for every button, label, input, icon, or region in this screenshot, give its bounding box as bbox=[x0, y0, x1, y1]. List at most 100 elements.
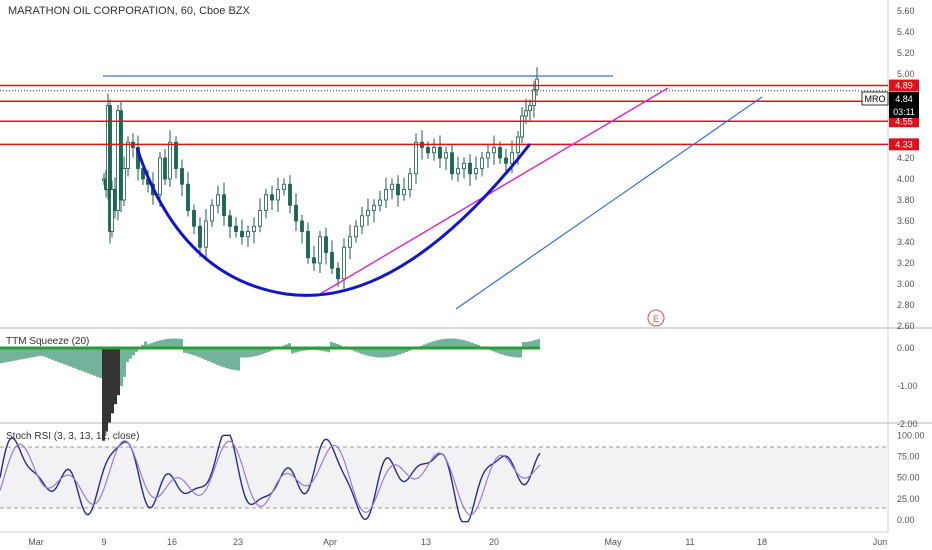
time-label: 23 bbox=[233, 537, 243, 547]
squeeze-bar bbox=[186, 348, 189, 354]
time-label: Apr bbox=[323, 537, 337, 547]
candle-body bbox=[486, 152, 490, 159]
last-price-value: 4.84 bbox=[895, 94, 913, 104]
candle-body bbox=[396, 183, 400, 196]
squeeze-bar bbox=[204, 348, 207, 360]
candle-body bbox=[450, 152, 454, 175]
squeeze-bar bbox=[459, 339, 462, 348]
candle-body bbox=[168, 141, 172, 180]
bar-countdown: 03:11 bbox=[893, 107, 915, 117]
squeeze-bar bbox=[84, 348, 87, 373]
squeeze-bar bbox=[168, 338, 171, 348]
candle-body bbox=[330, 252, 334, 269]
squeeze-bar bbox=[258, 348, 261, 356]
squeeze-bar bbox=[210, 348, 213, 363]
candle-body bbox=[384, 189, 388, 201]
squeeze-bar bbox=[513, 348, 516, 358]
candle-body bbox=[402, 189, 406, 196]
squeeze-bar bbox=[195, 348, 198, 357]
squeeze-bar bbox=[528, 341, 531, 348]
squeeze-bar bbox=[60, 348, 63, 364]
squeeze-bar bbox=[285, 344, 288, 348]
blue-trendline[interactable] bbox=[455, 96, 763, 310]
squeeze-bar bbox=[468, 341, 471, 348]
price-tick-label: 4.20 bbox=[897, 153, 915, 163]
price-tick-label: 5.00 bbox=[897, 69, 915, 79]
price-tick-label: 5.60 bbox=[897, 6, 915, 16]
squeeze-bar bbox=[363, 348, 366, 355]
squeeze-bar bbox=[438, 339, 441, 348]
squeeze-bar bbox=[216, 348, 219, 365]
squeeze-bar bbox=[120, 348, 123, 386]
candle-body bbox=[276, 189, 280, 201]
squeeze-bar bbox=[30, 348, 33, 358]
squeeze-bar bbox=[495, 348, 498, 353]
candle-body bbox=[426, 147, 430, 154]
candle-body bbox=[186, 183, 190, 211]
candle-body bbox=[216, 194, 220, 206]
price-tick-label: 3.80 bbox=[897, 195, 915, 205]
price-tick-label: 3.40 bbox=[897, 237, 915, 247]
squeeze-bar bbox=[135, 348, 138, 352]
squeeze-bar bbox=[54, 348, 57, 361]
level-label: 4.33 bbox=[895, 139, 913, 149]
stoch-rsi-d-line bbox=[0, 440, 541, 516]
squeeze-bar bbox=[357, 348, 360, 353]
candle-body bbox=[444, 152, 448, 159]
candle-body bbox=[498, 147, 502, 159]
squeeze-bar bbox=[453, 338, 456, 348]
squeeze-bar bbox=[330, 341, 333, 348]
squeeze-bar bbox=[219, 348, 222, 367]
squeeze-bar bbox=[24, 348, 27, 359]
squeeze-bar bbox=[522, 342, 525, 348]
squeeze-bar bbox=[291, 348, 294, 354]
squeeze-bar bbox=[426, 343, 429, 348]
level-tag bbox=[889, 79, 919, 92]
rsi-tick-label: 75.00 bbox=[897, 451, 920, 461]
pink-trendline[interactable] bbox=[319, 87, 669, 295]
squeeze-bar bbox=[402, 348, 405, 354]
squeeze-bar bbox=[222, 348, 225, 368]
price-tick-label: 5.40 bbox=[897, 27, 915, 37]
squeeze-bar bbox=[201, 348, 204, 359]
candle-body bbox=[360, 215, 364, 227]
time-label: 11 bbox=[685, 537, 694, 547]
squeeze-bar bbox=[255, 348, 258, 356]
squeeze-bar bbox=[87, 348, 90, 374]
candle-body bbox=[336, 267, 340, 280]
candle-body bbox=[122, 168, 126, 201]
squeeze-bar bbox=[531, 340, 534, 348]
squeeze-bar bbox=[180, 339, 183, 348]
squeeze-bar bbox=[213, 348, 216, 364]
level-label: 4.55 bbox=[895, 116, 913, 126]
squeeze-bar bbox=[252, 348, 255, 357]
price-levels bbox=[0, 84, 888, 146]
cup-curve[interactable] bbox=[135, 143, 532, 297]
squeeze-bar bbox=[165, 339, 168, 348]
squeeze-bar bbox=[90, 348, 93, 375]
candle-body bbox=[282, 183, 286, 190]
squeeze-bar bbox=[207, 348, 210, 362]
squeeze-bar bbox=[72, 348, 75, 368]
earnings-icon[interactable] bbox=[647, 309, 665, 327]
candle-body bbox=[110, 189, 114, 232]
candle-body bbox=[252, 225, 256, 232]
squeeze-bar bbox=[141, 344, 144, 348]
squeeze-bar bbox=[63, 348, 66, 365]
squeeze-bar bbox=[36, 348, 39, 357]
rsi-tick-label: 50.00 bbox=[897, 473, 920, 483]
squeeze-bar bbox=[162, 339, 165, 348]
squeeze-bar bbox=[498, 348, 501, 354]
squeeze-bar bbox=[39, 348, 42, 356]
squeeze-bar bbox=[471, 342, 474, 348]
candle-body bbox=[240, 231, 244, 238]
squeeze-bar bbox=[153, 342, 156, 348]
squeeze-bar bbox=[465, 340, 468, 348]
squeeze-bar bbox=[123, 348, 126, 377]
squeeze-tick-label: 0.00 bbox=[897, 343, 915, 353]
squeeze-bar bbox=[462, 340, 465, 348]
squeeze-bar bbox=[228, 348, 231, 369]
candle-body bbox=[492, 147, 496, 154]
